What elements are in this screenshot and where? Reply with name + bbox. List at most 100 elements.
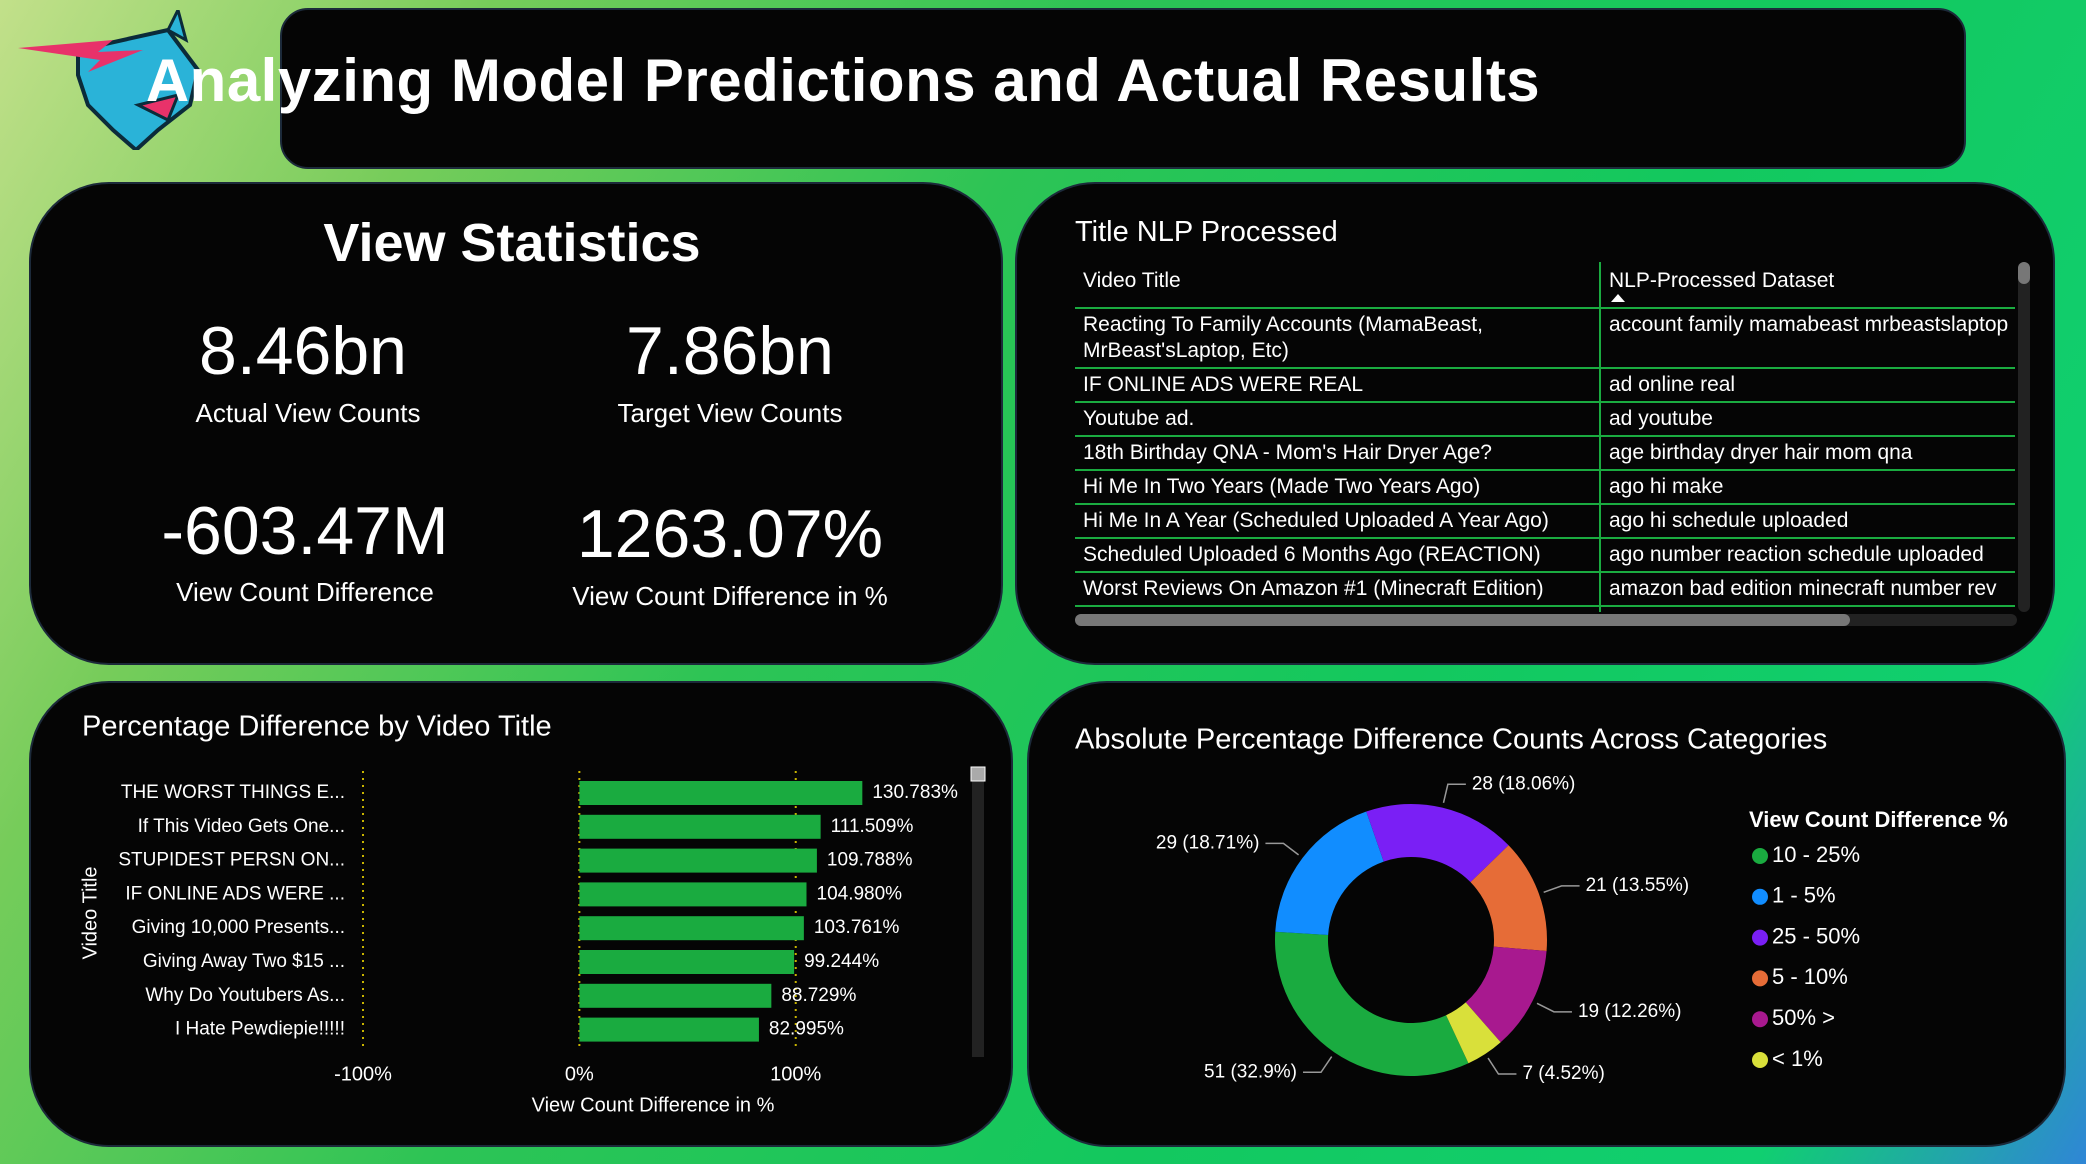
table-cell: IF ONLINE ADS WERE REAL (1075, 368, 1601, 403)
data-label: 21 (13.55%) (1586, 875, 1690, 896)
bar (579, 882, 807, 907)
table-row: Scheduled Uploaded 6 Months Ago (REACTIO… (1075, 538, 2015, 573)
y-tick-label: IF ONLINE ADS WERE ... (125, 883, 345, 904)
kpi-value: 1263.07% (576, 496, 884, 572)
sort-indicator[interactable] (1610, 293, 1626, 303)
bar (579, 950, 795, 974)
bar (579, 814, 821, 839)
data-label: 103.761% (814, 917, 900, 938)
kpi-title: View Statistics (323, 213, 701, 273)
table-row: Reacting To Family Accounts (MamaBeast, … (1075, 308, 2015, 369)
kpi-value: -603.47M (161, 493, 449, 569)
data-label: 99.244% (804, 951, 879, 972)
x-tick-label: 100% (770, 1063, 821, 1085)
donut-chart: Absolute Percentage Difference Counts Ac… (1075, 724, 2008, 1084)
legend-marker (1752, 970, 1768, 987)
table-viewport: Video Title NLP-Processed Dataset Reacti… (1075, 262, 2015, 612)
bar (579, 916, 804, 941)
kpi-value: 8.46bn (199, 313, 407, 389)
table-row: Youtubers Analytic's Explainedanalytic e… (1075, 606, 2015, 612)
column-header[interactable]: Video Title (1075, 262, 1601, 309)
y-tick-label: Why Do Youtubers As... (145, 985, 345, 1006)
table-cell: ad youtube (1600, 402, 2015, 437)
chart-title: Absolute Percentage Difference Counts Ac… (1075, 724, 1827, 756)
scrollbar-track[interactable] (972, 767, 984, 1057)
scrollbar-track[interactable] (2018, 262, 2030, 612)
data-label: 19 (12.26%) (1578, 1001, 1682, 1022)
table-row: IF ONLINE ADS WERE REAL ad online real (1075, 368, 2015, 403)
bar-chart: Percentage Difference by Video Title Vie… (79, 711, 986, 1116)
x-tick-label: -100% (334, 1063, 392, 1085)
table-cell: Worst Reviews On Amazon #1 (Minecraft Ed… (1075, 572, 1601, 607)
table-cell: ago hi make (1600, 470, 2015, 505)
legend-marker (1752, 888, 1768, 905)
table-cell: amazon bad edition minecraft number rev (1600, 572, 2015, 607)
table-cell: Youtube ad. (1075, 402, 1601, 437)
legend-marker (1752, 929, 1768, 946)
scrollbar-thumb[interactable] (2018, 262, 2030, 284)
slice (1275, 931, 1469, 1076)
slice (1275, 811, 1384, 936)
table-cell: Reacting To Family Accounts (MamaBeast, … (1075, 308, 1601, 369)
column-header-text: NLP-Processed Dataset (1609, 269, 1835, 292)
table-title: Title NLP Processed (1075, 216, 1338, 248)
table-cell: Youtubers Analytic's Explained (1075, 606, 1601, 612)
table-cell: 18th Birthday QNA - Mom's Hair Dryer Age… (1075, 436, 1601, 471)
data-label: 82.995% (769, 1019, 844, 1040)
y-tick-label: Giving 10,000 Presents... (132, 917, 345, 938)
table-cell: ad online real (1600, 368, 2015, 403)
kpi-panel (29, 182, 1003, 665)
leader-line (1303, 1056, 1333, 1074)
table-cell: ago number reaction schedule uploaded (1600, 538, 2015, 573)
column-header[interactable]: NLP-Processed Dataset (1600, 262, 2015, 309)
legend-label: 10 - 25% (1772, 842, 1860, 867)
data-label: 111.509% (831, 816, 914, 837)
scrollbar-track[interactable] (1075, 614, 2017, 626)
data-label: 51 (32.9%) (1204, 1061, 1297, 1082)
data-label: 29 (18.71%) (1156, 832, 1260, 853)
bar (579, 781, 863, 805)
y-axis-title: Video Title (79, 866, 101, 959)
table-row: Hi Me In A Year (Scheduled Uploaded A Ye… (1075, 504, 2015, 539)
table-cell: ago hi schedule uploaded (1600, 504, 2015, 539)
y-tick-label: If This Video Gets One... (138, 816, 345, 837)
kpi-label: Actual View Counts (195, 398, 421, 428)
kpi-label: Target View Counts (617, 398, 843, 428)
y-tick-label: THE WORST THINGS E... (121, 782, 345, 803)
chart-title: Percentage Difference by Video Title (82, 711, 552, 743)
pie-panel (1027, 681, 2066, 1147)
leader-line (1487, 1057, 1517, 1075)
bar (579, 1017, 759, 1042)
kpi-value: 7.86bn (626, 313, 834, 389)
leader-line (1442, 783, 1466, 803)
scrollbar-thumb[interactable] (1075, 614, 1850, 626)
legend-marker (1752, 848, 1768, 864)
data-label: 130.783% (872, 782, 958, 803)
legend-marker (1752, 1052, 1768, 1068)
table-cell: Hi Me In Two Years (Made Two Years Ago) (1075, 470, 1601, 505)
table-cell: Hi Me In A Year (Scheduled Uploaded A Ye… (1075, 504, 1601, 539)
legend-label: 5 - 10% (1772, 964, 1848, 989)
scrollbar-thumb[interactable] (970, 766, 986, 782)
table-row: Youtube ad. ad youtube (1075, 402, 2015, 437)
kpi-label: View Count Difference in % (572, 581, 888, 611)
header-box (280, 8, 1966, 169)
leader-line (1543, 885, 1580, 894)
legend-title: View Count Difference % (1749, 807, 2008, 832)
slice (1446, 1002, 1501, 1064)
logo (18, 10, 201, 150)
kpi-label: View Count Difference (176, 577, 434, 607)
legend-marker (1752, 1011, 1768, 1028)
leader-line (1536, 1002, 1572, 1013)
table-row: Hi Me In Two Years (Made Two Years Ago) a… (1075, 470, 2015, 505)
legend-label: < 1% (1772, 1046, 1823, 1071)
table-cell: account family mamabeast mrbeastslaptop (1600, 308, 2015, 369)
slice (1465, 946, 1547, 1043)
data-label: 28 (18.06%) (1472, 773, 1576, 794)
data-label: 88.729% (781, 985, 856, 1006)
y-tick-label: Giving Away Two $15 ... (143, 951, 345, 972)
bar (579, 983, 772, 1008)
leader-line (1265, 842, 1300, 856)
bar (579, 848, 817, 873)
slice (1470, 845, 1547, 951)
